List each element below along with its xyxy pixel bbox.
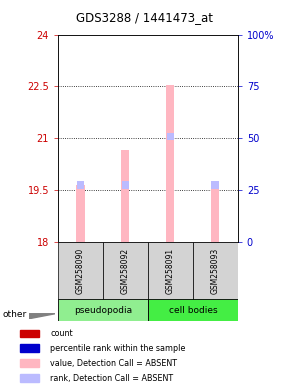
Bar — [58, 242, 103, 300]
Bar — [122, 151, 129, 242]
Bar — [211, 181, 219, 189]
Text: GSM258091: GSM258091 — [166, 248, 175, 294]
Bar — [166, 85, 174, 242]
Bar — [20, 329, 39, 337]
Text: rank, Detection Call = ABSENT: rank, Detection Call = ABSENT — [50, 374, 173, 382]
Polygon shape — [29, 314, 55, 319]
Bar — [211, 185, 219, 242]
Bar — [148, 242, 193, 300]
Bar — [103, 242, 148, 300]
Text: pseudopodia: pseudopodia — [74, 306, 132, 315]
Text: value, Detection Call = ABSENT: value, Detection Call = ABSENT — [50, 359, 177, 367]
Text: GDS3288 / 1441473_at: GDS3288 / 1441473_at — [77, 11, 213, 24]
Bar — [20, 374, 39, 382]
Bar — [20, 359, 39, 367]
Bar — [58, 299, 148, 321]
Bar — [193, 242, 238, 300]
Text: other: other — [3, 310, 27, 319]
Bar — [166, 133, 174, 140]
Text: GSM258090: GSM258090 — [76, 248, 85, 294]
Bar — [77, 185, 84, 242]
Text: count: count — [50, 329, 73, 338]
Bar — [77, 181, 84, 189]
Text: percentile rank within the sample: percentile rank within the sample — [50, 344, 186, 353]
Text: GSM258092: GSM258092 — [121, 248, 130, 294]
Text: cell bodies: cell bodies — [168, 306, 217, 315]
Bar — [122, 181, 129, 189]
Text: GSM258093: GSM258093 — [211, 248, 220, 294]
Bar — [20, 344, 39, 352]
Bar — [148, 299, 238, 321]
